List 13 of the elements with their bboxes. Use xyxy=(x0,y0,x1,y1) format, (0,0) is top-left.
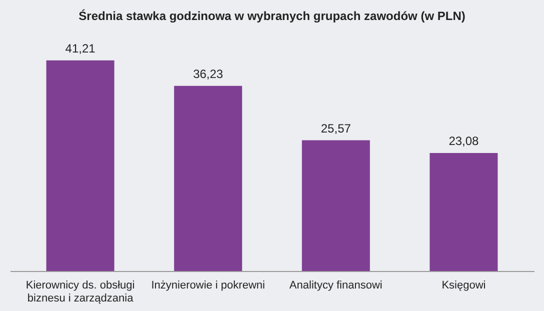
x-tick-label: Analitycy finansowi xyxy=(289,280,382,292)
chart-title: Średnia stawka godzinowa w wybranych grupach zawodów (w PLN) xyxy=(78,9,466,23)
x-tick-label: Księgowi xyxy=(442,280,486,292)
x-tick-label: Kierownicy ds. obsługi biznesu i zarządzania xyxy=(26,280,135,304)
bar xyxy=(430,153,498,271)
bar xyxy=(46,60,114,271)
data-label: 25,57 xyxy=(320,121,352,136)
x-tick-label: Inżynierowie i pokrewni xyxy=(151,280,265,292)
data-label: 41,21 xyxy=(65,41,96,56)
bar xyxy=(174,86,242,271)
data-label: 36,23 xyxy=(193,66,224,81)
bar xyxy=(302,140,370,271)
data-label: 23,08 xyxy=(448,134,480,148)
